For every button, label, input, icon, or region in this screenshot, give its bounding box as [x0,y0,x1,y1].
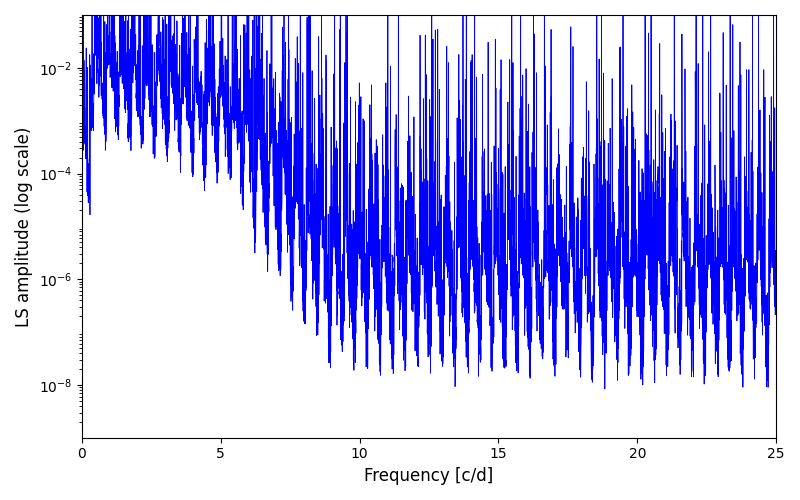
X-axis label: Frequency [c/d]: Frequency [c/d] [364,467,494,485]
Y-axis label: LS amplitude (log scale): LS amplitude (log scale) [15,126,33,326]
